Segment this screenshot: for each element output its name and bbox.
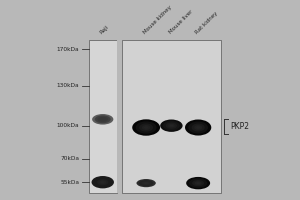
Ellipse shape: [92, 114, 113, 125]
Ellipse shape: [139, 180, 153, 186]
Ellipse shape: [98, 117, 108, 122]
Ellipse shape: [139, 123, 153, 132]
Bar: [117, 40, 122, 193]
Ellipse shape: [185, 119, 211, 136]
Bar: [122, 40, 221, 193]
Text: 130kDa: 130kDa: [57, 83, 79, 88]
Ellipse shape: [92, 176, 114, 188]
Ellipse shape: [192, 180, 204, 186]
Text: PKP2: PKP2: [230, 122, 249, 131]
Text: 100kDa: 100kDa: [57, 123, 79, 128]
Ellipse shape: [101, 119, 104, 120]
Text: 170kDa: 170kDa: [57, 47, 79, 52]
Bar: [89, 40, 117, 193]
Ellipse shape: [95, 115, 111, 123]
Ellipse shape: [100, 118, 106, 121]
Ellipse shape: [94, 178, 111, 187]
Ellipse shape: [99, 180, 106, 184]
Ellipse shape: [195, 181, 202, 185]
Text: 55kDa: 55kDa: [60, 180, 79, 185]
Text: Raji: Raji: [99, 24, 110, 35]
Ellipse shape: [196, 182, 200, 184]
Ellipse shape: [144, 126, 148, 129]
Ellipse shape: [141, 181, 151, 185]
Text: Mouse kidney: Mouse kidney: [142, 4, 173, 35]
Ellipse shape: [189, 178, 207, 188]
Ellipse shape: [170, 125, 173, 127]
Ellipse shape: [143, 182, 149, 184]
Ellipse shape: [188, 121, 208, 134]
Ellipse shape: [194, 125, 202, 130]
Ellipse shape: [101, 181, 104, 183]
Text: Mouse liver: Mouse liver: [168, 9, 194, 35]
Ellipse shape: [160, 119, 183, 132]
Ellipse shape: [132, 119, 160, 136]
Ellipse shape: [142, 125, 150, 130]
Text: 70kDa: 70kDa: [60, 156, 79, 161]
Ellipse shape: [136, 121, 157, 134]
Ellipse shape: [145, 182, 148, 184]
Ellipse shape: [186, 177, 210, 189]
Ellipse shape: [136, 179, 156, 187]
Ellipse shape: [163, 121, 180, 130]
Ellipse shape: [166, 123, 177, 129]
Ellipse shape: [196, 126, 200, 129]
Ellipse shape: [192, 124, 205, 132]
Text: Rat kidney: Rat kidney: [195, 10, 219, 35]
Ellipse shape: [168, 124, 175, 128]
Ellipse shape: [97, 179, 108, 185]
